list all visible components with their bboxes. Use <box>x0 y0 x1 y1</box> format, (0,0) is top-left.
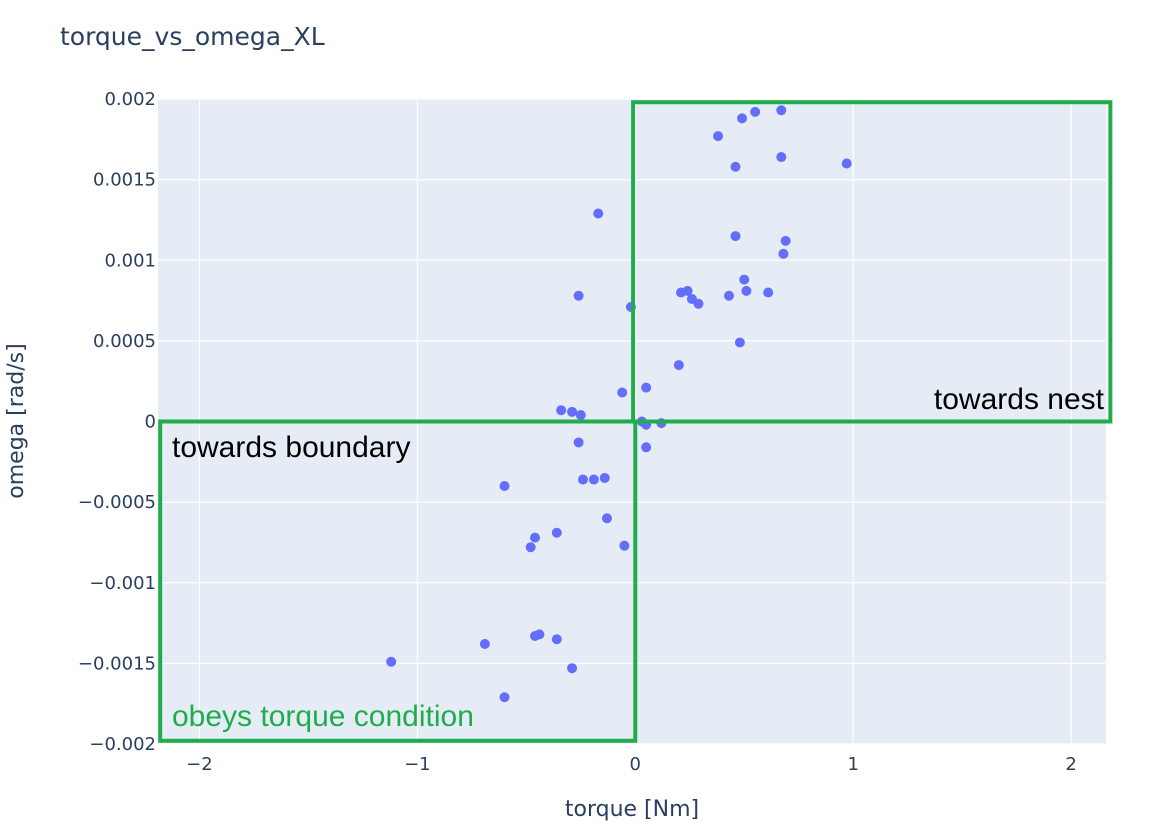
data-point <box>739 274 750 285</box>
data-point <box>530 532 541 543</box>
data-points <box>386 105 852 703</box>
data-point <box>619 540 630 551</box>
chart-title: torque_vs_omega_XL <box>60 22 325 51</box>
data-point <box>588 474 599 485</box>
region-box-towards-nest <box>631 100 1113 424</box>
data-point <box>778 248 789 259</box>
data-point <box>734 337 745 348</box>
data-point <box>776 105 787 116</box>
y-tick-label: −0.0005 <box>78 492 156 513</box>
data-point <box>730 161 741 172</box>
data-point <box>556 405 567 416</box>
data-point <box>593 208 604 219</box>
y-axis-title: omega [rad/s] <box>4 343 29 498</box>
annotation-towards-boundary: towards boundary <box>172 431 410 464</box>
y-tick-label: 0.002 <box>104 89 156 110</box>
data-point <box>525 542 536 553</box>
x-tick-label: −2 <box>186 754 213 775</box>
data-point <box>386 656 397 667</box>
data-point <box>499 692 510 703</box>
data-point <box>713 131 724 142</box>
region-box-towards-boundary <box>158 419 638 743</box>
x-tick-label: 2 <box>1065 754 1076 775</box>
data-point <box>780 235 791 246</box>
x-tick-label: 0 <box>630 754 641 775</box>
annotation-obeys-torque-condition: obeys torque condition <box>172 700 474 733</box>
data-point <box>641 442 652 453</box>
x-tick-labels: −2 −1 0 1 2 <box>186 754 1077 775</box>
data-point <box>567 406 578 417</box>
data-point <box>575 410 586 421</box>
y-tick-label: 0.0005 <box>93 331 156 352</box>
data-point <box>723 290 734 301</box>
data-point <box>776 152 787 163</box>
data-point <box>741 285 752 296</box>
data-point <box>499 481 510 491</box>
y-tick-label: 0.0015 <box>93 170 156 191</box>
y-tick-label: −0.0015 <box>78 653 156 674</box>
data-point <box>763 287 774 298</box>
data-point <box>551 527 562 538</box>
data-point <box>693 298 704 309</box>
data-point <box>617 387 628 398</box>
data-point <box>534 629 545 640</box>
data-point <box>750 106 761 117</box>
data-point <box>673 360 684 371</box>
data-point <box>682 285 693 296</box>
y-tick-labels: 0.002 0.0015 0.001 0.0005 0 −0.0005 −0.001 −0.0… <box>78 89 156 755</box>
data-point <box>730 231 741 242</box>
data-point <box>577 474 588 485</box>
data-point <box>737 113 748 124</box>
data-point <box>567 663 578 674</box>
y-tick-label: −0.002 <box>89 734 156 755</box>
x-tick-label: 1 <box>847 754 858 775</box>
x-tick-label: −1 <box>404 754 431 775</box>
y-tick-label: 0 <box>145 412 156 433</box>
data-point <box>479 639 490 650</box>
data-point <box>573 290 584 301</box>
data-point <box>601 513 612 524</box>
region-boxes <box>158 100 1113 743</box>
annotation-towards-nest: towards nest <box>934 383 1105 416</box>
data-point <box>641 382 652 393</box>
data-point <box>599 472 610 483</box>
data-point <box>573 437 584 448</box>
data-point <box>841 158 852 169</box>
data-point <box>551 634 562 645</box>
x-axis-title: torque [Nm] <box>565 797 699 822</box>
y-tick-label: 0.001 <box>104 250 156 271</box>
y-tick-label: −0.001 <box>89 573 156 594</box>
